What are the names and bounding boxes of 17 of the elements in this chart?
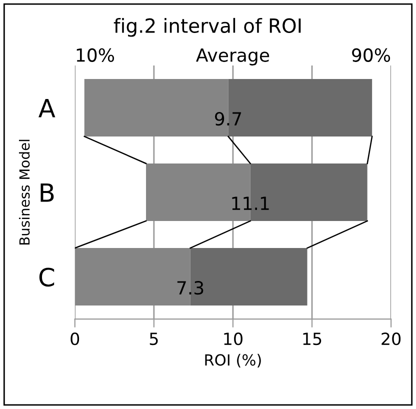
- annotation: 11.1: [232, 196, 269, 210]
- x-tick-label: 15: [303, 332, 322, 346]
- x-axis-title: ROI (%): [205, 354, 261, 368]
- x-tick-label: 0: [70, 332, 80, 346]
- y-tick-label: B: [40, 184, 54, 202]
- text: 10%: [76, 48, 114, 62]
- chart-title: fig.2 interval of ROI: [114, 18, 301, 37]
- y-axis-title: Business Model: [18, 140, 30, 245]
- y-tick-label: C: [39, 268, 54, 287]
- annotation: 9.7: [215, 112, 242, 126]
- annotation: 7.3: [177, 281, 204, 295]
- x-tick-label: 5: [150, 332, 158, 346]
- y-tick-label: A: [38, 98, 56, 118]
- x-tick-label: 20: [382, 332, 401, 346]
- annotation: Average: [196, 48, 270, 66]
- text: 90%: [352, 48, 390, 62]
- x-tick-label: 10: [224, 332, 242, 346]
